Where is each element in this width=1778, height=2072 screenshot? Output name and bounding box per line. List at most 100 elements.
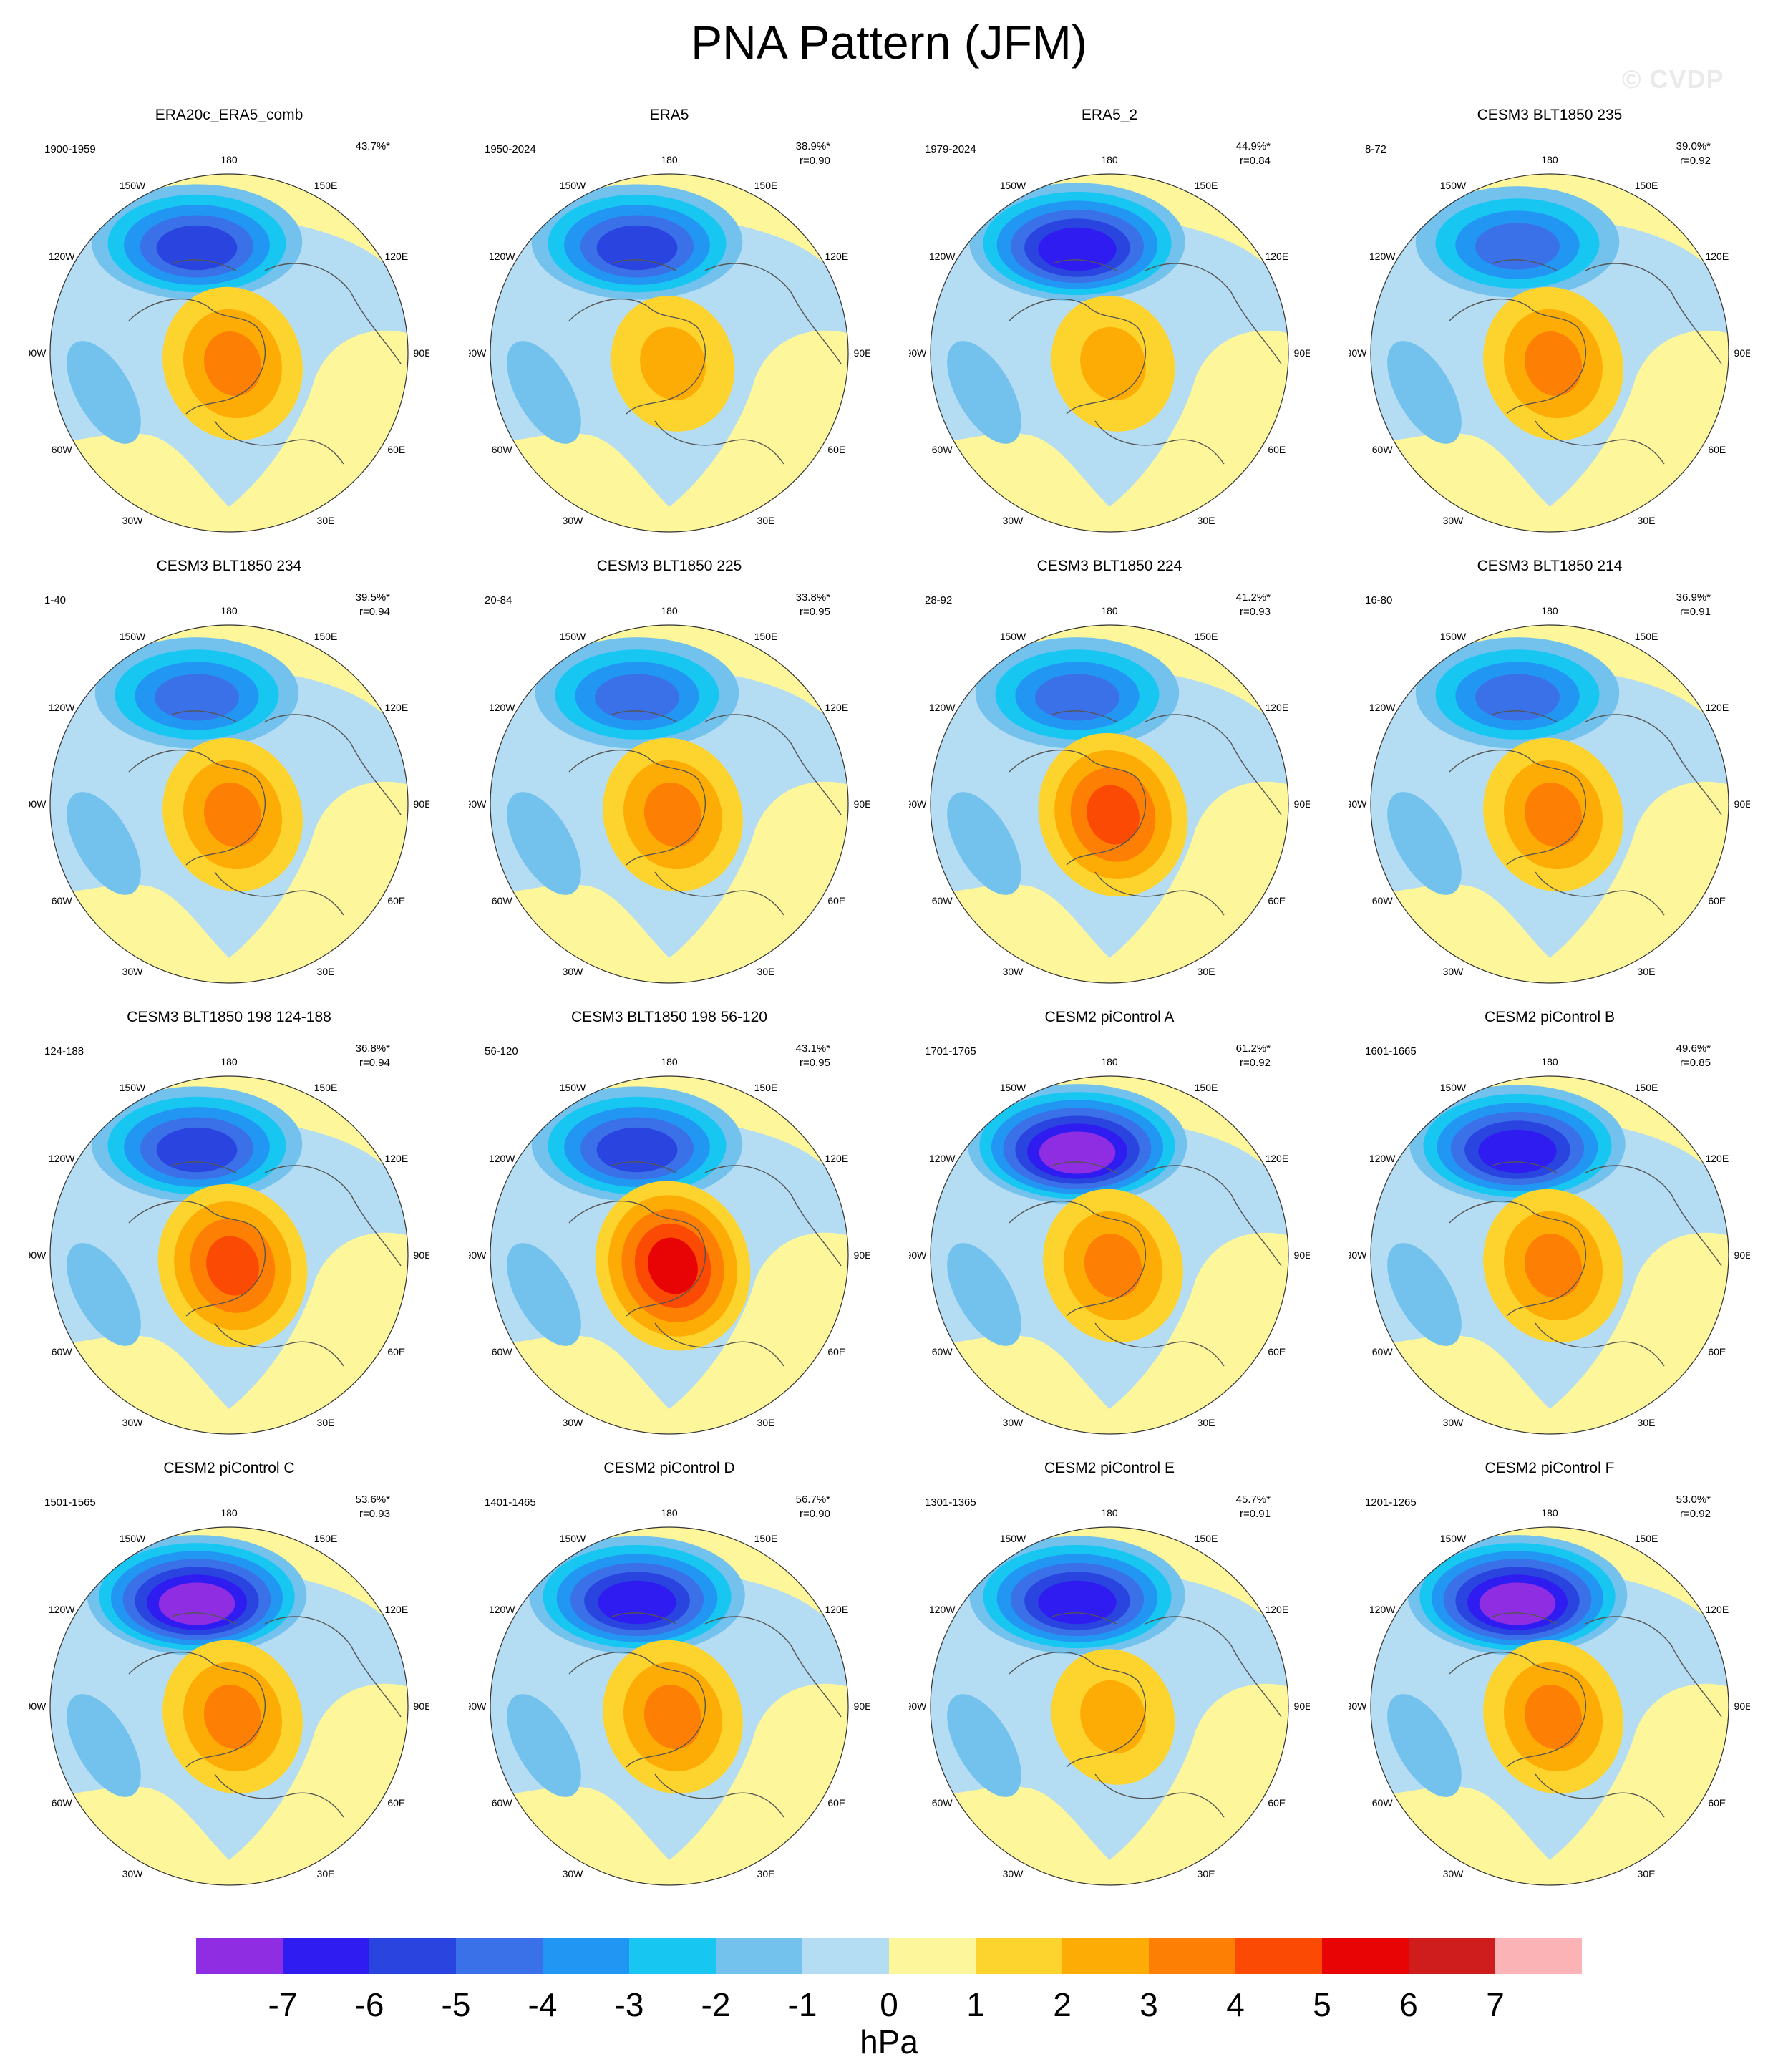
panel-title: CESM3 BLT1850 225 (596, 558, 742, 574)
lon-label: 90E (854, 798, 870, 810)
lon-label: 30E (1198, 515, 1215, 526)
polar-map: 180150E120E90E60E30E030W60W90W120W150W (909, 1507, 1310, 1886)
map-panel: CESM3 BLT1850 198 56-120 56-120 43.1%* r=0.… (469, 1008, 870, 1438)
map-panel: CESM2 piControl E 1301-1365 45.7%* r=0.91 18… (909, 1459, 1310, 1889)
negative-lobe (1387, 1243, 1462, 1346)
map-panel: CESM3 BLT1850 225 20-84 33.8%* r=0.95 180 150… (469, 557, 870, 987)
lon-label: 120W (489, 702, 515, 713)
high-contour (1524, 1233, 1583, 1299)
lon-label: 30E (317, 966, 335, 977)
lon-label: 30E (1638, 1417, 1656, 1428)
panel-period: 1979-2024 (925, 143, 976, 155)
panel-variance-pct: 39.0%* (1676, 140, 1711, 153)
negative-lobe (507, 341, 581, 444)
lon-label: 120E (1705, 702, 1729, 713)
map-boundary (1370, 1526, 1729, 1886)
negative-lobe (1387, 341, 1462, 444)
lon-label: 120W (1369, 1604, 1396, 1615)
colorbar-tick-label: -4 (528, 1986, 558, 2023)
low-contour (1478, 1129, 1557, 1173)
lon-label: 90E (1734, 798, 1750, 810)
colorbar-tick-label: 0 (880, 1986, 898, 2023)
lon-label: 120W (49, 251, 75, 262)
lon-label: 150E (1195, 180, 1218, 191)
lon-label: 150E (754, 1533, 778, 1544)
polar-map: 180150E120E90E60E30E030W60W90W120W150W (1349, 1507, 1750, 1886)
lon-label: 90E (854, 1249, 870, 1261)
lon-label: 150W (560, 1533, 586, 1544)
high-contour (203, 782, 262, 848)
lon-label: 120E (1265, 251, 1288, 262)
map-boundary (930, 1075, 1289, 1435)
polar-map: 180150E120E90E60E30E030W60W90W120W150W (469, 1056, 870, 1435)
lon-label: 150W (120, 1082, 146, 1093)
lon-label: 150E (1635, 1082, 1658, 1093)
lon-label: 180 (1541, 1507, 1558, 1519)
map-boundary (490, 173, 849, 533)
lon-label: 30E (757, 515, 775, 526)
coastline (568, 1612, 842, 1818)
colorbar-bin (369, 1938, 456, 1974)
map-panel: CESM3 BLT1850 214 16-80 36.9%* r=0.91 180 150… (1349, 557, 1750, 987)
lon-label: 90W (1349, 798, 1367, 810)
lon-label: 60W (52, 895, 73, 906)
panel-title: CESM2 piControl D (603, 1460, 735, 1476)
negative-lobe (1387, 1694, 1462, 1797)
panel-variance-pct: 44.9%* (1235, 140, 1271, 153)
coastline (1449, 710, 1722, 916)
map-boundary (930, 1526, 1289, 1886)
lon-label: 30W (563, 515, 584, 526)
lon-label: 60E (827, 1346, 845, 1357)
lon-label: 120E (384, 702, 408, 713)
lon-label: 60W (492, 895, 513, 906)
low-contour (1475, 674, 1560, 721)
lon-label: 150W (120, 631, 146, 642)
lon-label: 150W (1440, 1533, 1467, 1544)
map-boundary (490, 624, 849, 984)
colorbar-tick-label: 3 (1140, 1986, 1158, 2023)
low-contour (1038, 1580, 1117, 1625)
lon-label: 150E (754, 1082, 778, 1093)
lon-label: 90E (414, 1249, 429, 1261)
panel-pattern-corr: r=0.91 (1680, 606, 1711, 618)
high-contour (1080, 1680, 1146, 1754)
map-panel: CESM3 BLT1850 234 1-40 39.5%* r=0.94 180 150E… (29, 557, 429, 987)
high-contour (640, 326, 706, 401)
lon-label: 30W (122, 966, 144, 977)
lon-label: 30W (1003, 966, 1024, 977)
lon-label: 30W (1003, 1868, 1024, 1879)
lon-label: 30E (317, 515, 335, 526)
lon-label: 30W (563, 1417, 584, 1428)
panel-period: 1501-1565 (44, 1496, 96, 1509)
lon-label: 180 (1541, 154, 1558, 165)
polar-map: 180150E120E90E60E30E030W60W90W120W150W (469, 1507, 870, 1886)
panel-title: CESM2 piControl A (1044, 1009, 1175, 1025)
lon-label: 90E (1294, 347, 1310, 359)
lon-label: 30E (1638, 1868, 1656, 1879)
lon-label: 180 (1101, 154, 1118, 165)
panel-title: ERA5_2 (1081, 107, 1138, 123)
panel-period: 124-188 (44, 1045, 84, 1057)
panel-title: CESM3 BLT1850 235 (1477, 107, 1623, 123)
lon-label: 180 (1541, 1056, 1558, 1068)
panel-period: 8-72 (1365, 143, 1387, 155)
lon-label: 120E (825, 1604, 848, 1615)
negative-lobe (507, 1243, 581, 1346)
panel-pattern-corr: r=0.85 (1680, 1057, 1711, 1069)
lon-label: 120E (384, 1153, 408, 1164)
lon-label: 60W (932, 1797, 953, 1809)
colorbar (196, 1938, 1582, 1974)
panel-variance-pct: 39.5%* (355, 591, 390, 604)
lon-label: 120E (384, 251, 408, 262)
panel-variance-pct: 38.9%* (795, 140, 830, 153)
polar-map: 180150E120E90E60E30E030W60W90W120W150W (469, 605, 870, 984)
lon-label: 60E (827, 444, 845, 455)
lon-label: 180 (1541, 605, 1558, 616)
polar-map: 180150E120E90E60E30E030W60W90W120W150W (909, 1056, 1310, 1435)
lon-label: 150E (314, 180, 338, 191)
panel-variance-pct: 36.9%* (1676, 591, 1711, 604)
lon-label: 120W (49, 702, 75, 713)
lon-label: 60E (387, 444, 405, 455)
high-contour (643, 782, 702, 848)
lon-label: 120W (489, 1153, 515, 1164)
